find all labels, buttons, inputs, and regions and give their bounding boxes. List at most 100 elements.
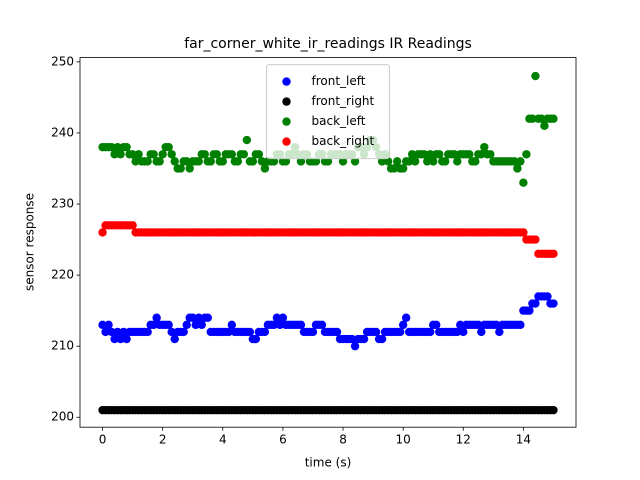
point — [519, 178, 528, 187]
point — [432, 320, 441, 330]
point — [543, 292, 552, 301]
y-tick-label: 240 — [51, 125, 74, 139]
point — [492, 320, 501, 330]
point — [359, 334, 369, 344]
point — [170, 157, 179, 166]
point — [182, 157, 191, 166]
series-points — [98, 292, 558, 351]
y-tick-label: 200 — [51, 410, 74, 424]
point — [429, 157, 438, 166]
point — [113, 142, 122, 152]
y-axis-label: sensor response — [23, 193, 37, 291]
point — [398, 164, 408, 173]
point — [453, 327, 462, 337]
point — [426, 327, 435, 337]
point — [245, 327, 255, 337]
point — [227, 150, 237, 159]
point — [98, 320, 107, 330]
legend-label: front_right — [312, 94, 375, 108]
point — [516, 157, 525, 166]
point — [242, 135, 252, 145]
point — [185, 164, 194, 173]
x-tick-label: 8 — [339, 433, 347, 447]
point — [110, 334, 119, 344]
point — [116, 334, 125, 344]
legend-marker — [282, 97, 291, 106]
point — [197, 320, 206, 330]
point — [257, 157, 267, 166]
x-tick-label: 12 — [456, 433, 471, 447]
y-tick-label: 230 — [51, 197, 74, 211]
point — [407, 150, 417, 159]
point — [317, 320, 327, 330]
point — [401, 313, 411, 322]
point — [233, 157, 243, 166]
legend-label: front_left — [312, 74, 366, 88]
y-tick-label: 220 — [51, 268, 74, 282]
x-tick-label: 14 — [516, 433, 531, 447]
point — [540, 121, 549, 131]
point — [218, 157, 227, 166]
x-tick-label: 6 — [279, 433, 287, 447]
point — [149, 150, 158, 159]
point — [191, 320, 200, 330]
x-tick-label: 0 — [99, 433, 107, 447]
point — [453, 157, 462, 166]
point — [110, 150, 119, 159]
point — [143, 157, 152, 166]
point — [179, 327, 188, 337]
point — [170, 334, 179, 344]
point — [323, 157, 333, 166]
legend-marker — [282, 77, 291, 86]
point — [194, 313, 203, 322]
point — [260, 164, 270, 173]
point — [486, 150, 495, 159]
point — [227, 320, 237, 330]
point — [510, 157, 519, 166]
point — [350, 157, 360, 166]
x-tick-label: 10 — [396, 433, 411, 447]
point — [398, 320, 408, 330]
point — [200, 150, 209, 159]
point — [155, 157, 164, 166]
legend-label: back_left — [312, 114, 366, 128]
point — [456, 320, 465, 330]
point — [441, 157, 450, 166]
point — [275, 320, 285, 330]
x-axis-label: time (s) — [305, 456, 352, 470]
point — [176, 164, 185, 173]
point — [389, 164, 399, 173]
point — [465, 150, 474, 159]
point — [206, 157, 215, 166]
point — [477, 150, 486, 159]
point — [377, 334, 387, 344]
x-tick-label: 2 — [159, 433, 167, 447]
point — [149, 320, 158, 330]
point — [471, 157, 480, 166]
point — [419, 150, 429, 159]
point — [347, 334, 357, 344]
series-points — [98, 221, 558, 258]
point — [107, 327, 116, 337]
point — [477, 327, 486, 337]
point — [254, 150, 264, 159]
point — [107, 142, 116, 152]
point — [528, 114, 537, 123]
point — [450, 150, 459, 159]
point — [113, 327, 122, 337]
point — [549, 249, 558, 258]
point — [167, 150, 176, 159]
point — [404, 157, 414, 166]
point — [296, 320, 306, 330]
point — [182, 320, 191, 330]
point — [272, 313, 282, 322]
point — [122, 334, 131, 344]
point — [423, 157, 432, 166]
point — [549, 405, 558, 415]
y-tick-label: 250 — [51, 54, 74, 68]
point — [531, 71, 540, 81]
point — [143, 327, 152, 337]
point — [158, 150, 167, 159]
chart-title: far_corner_white_ir_readings IR Readings — [184, 36, 472, 52]
